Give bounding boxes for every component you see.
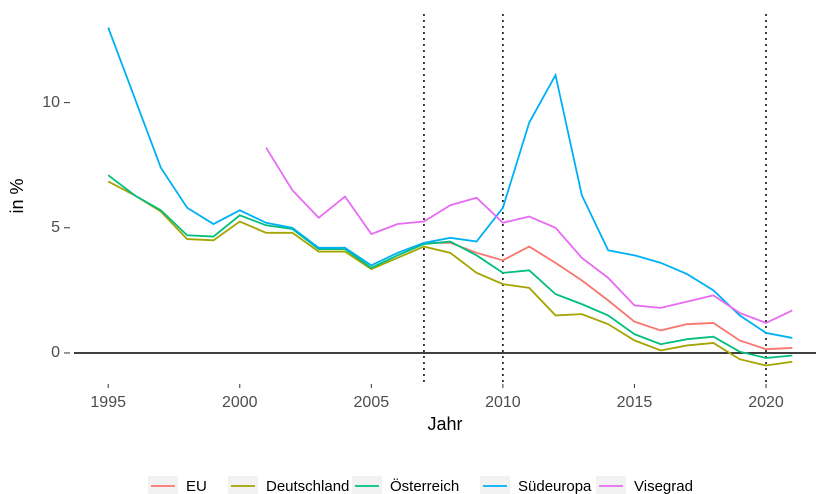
legend-label: Deutschland — [266, 478, 349, 494]
series-line — [265, 147, 793, 324]
x-axis-title: Jahr — [427, 414, 462, 434]
legend-key — [596, 476, 626, 494]
series-line — [107, 180, 793, 367]
y-axis-title: in % — [7, 178, 27, 213]
series-line — [107, 27, 793, 339]
legend-label: Südeuropa — [518, 478, 592, 494]
series-line — [107, 174, 793, 359]
x-tick-label: 2000 — [222, 394, 258, 411]
y-tick-label: 0 — [51, 344, 60, 361]
x-tick-label: 2020 — [748, 394, 784, 411]
y-tick-label: 10 — [42, 94, 60, 111]
x-tick-label: 1995 — [90, 394, 126, 411]
legend-key — [148, 476, 178, 494]
x-tick-label: 2010 — [485, 394, 521, 411]
legend-label: Visegrad — [634, 478, 693, 494]
legend-label: Österreich — [390, 477, 459, 494]
x-tick-label: 2015 — [617, 394, 653, 411]
legend-key — [352, 476, 382, 494]
y-tick-label: 5 — [51, 219, 60, 236]
x-tick-label: 2005 — [354, 394, 390, 411]
legend-key — [228, 476, 258, 494]
legend-label: EU — [186, 478, 207, 494]
legend-key — [480, 476, 510, 494]
series-line — [423, 241, 793, 351]
